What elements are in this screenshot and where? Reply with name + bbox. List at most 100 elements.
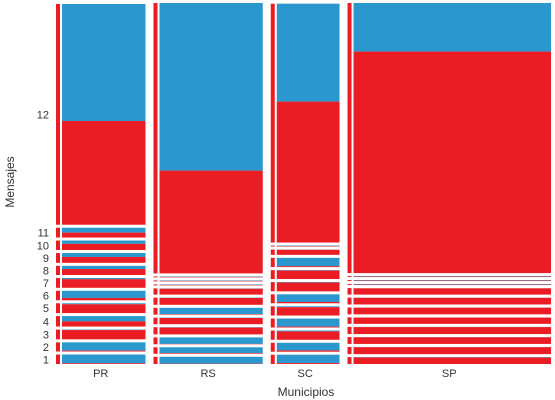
x-tick-label-RS: RS <box>200 368 215 380</box>
mosaic-strip-SP-1 <box>347 357 352 364</box>
mosaic-strip-RS-11 <box>153 276 158 278</box>
mosaic-strip-SP-7 <box>347 297 352 305</box>
mosaic-cell-RS-8-a <box>159 288 263 295</box>
mosaic-cell-PR-12-b <box>62 4 146 121</box>
mosaic-cell-SC-2-a <box>276 350 340 352</box>
mosaic-cell-PR-8-b <box>62 265 146 270</box>
x-tick-label-SP: SP <box>442 368 457 380</box>
mosaic-cell-SC-3-a <box>276 331 340 340</box>
mosaic-cell-PR-11-a <box>62 232 146 238</box>
y-tick-label-11: 11 <box>38 228 49 240</box>
mosaic-cell-SP-12-b <box>353 2 551 52</box>
mosaic-cell-SC-6-a <box>276 301 340 304</box>
mosaic-cell-SP-7-a <box>353 297 551 305</box>
mosaic-cell-RS-10-a <box>159 280 263 282</box>
mosaic-cell-RS-10-b <box>159 280 263 281</box>
y-tick-label-6: 6 <box>43 291 49 303</box>
mosaic-strip-PR-11 <box>56 227 60 238</box>
mosaic-strip-RS-9 <box>153 284 158 286</box>
mosaic-cell-PR-5-b <box>62 303 146 305</box>
mosaic-strip-SC-2 <box>270 342 275 352</box>
mosaic-strip-PR-12 <box>56 4 60 225</box>
mosaic-strip-RS-2 <box>153 347 158 354</box>
x-tick-labels: PR RS SC SP <box>93 368 457 380</box>
mosaic-cell-PR-7-a <box>62 279 146 288</box>
mosaic-strip-PR-9 <box>56 253 60 263</box>
mosaic-strip-RS-3 <box>153 337 158 345</box>
mosaic-strip-RS-5 <box>153 317 158 325</box>
mosaic-cell-RS-9-a <box>159 284 263 286</box>
mosaic-cell-PR-9-b <box>62 253 146 257</box>
mosaic-cell-RS-7-a <box>159 297 263 305</box>
mosaic-strip-PR-8 <box>56 265 60 275</box>
mosaic-cell-RS-9-b <box>159 284 263 285</box>
mosaic-cell-PR-1-b <box>62 354 146 364</box>
mosaic-cell-PR-6-a <box>62 297 146 301</box>
mosaic-cell-SC-12-b <box>276 3 340 102</box>
mosaic-cell-RS-12-b <box>159 2 263 171</box>
mosaic-strip-RS-6 <box>153 307 158 315</box>
mosaic-cell-PR-12-a <box>62 120 146 225</box>
mosaic-cell-PR-1-a <box>62 363 146 364</box>
mosaic-strip-SC-4 <box>270 318 275 328</box>
mosaic-cell-PR-2-a <box>62 350 146 352</box>
mosaic-strip-SC-8 <box>270 270 275 280</box>
mosaic-cell-SC-1-b <box>276 354 340 364</box>
mosaic-strip-SC-3 <box>270 330 275 340</box>
mosaic-strip-SC-5 <box>270 306 275 316</box>
mosaic-cell-RS-6-a <box>159 314 263 315</box>
mosaic-cell-SC-9-b <box>276 257 340 267</box>
mosaic-cell-SC-4-b <box>276 318 340 327</box>
mosaic-strip-RS-12 <box>153 2 158 274</box>
plot-area <box>56 2 551 364</box>
y-tick-label-1: 1 <box>43 354 49 366</box>
y-tick-label-10: 10 <box>37 240 49 252</box>
mosaic-cell-PR-4-b <box>62 316 146 322</box>
mosaic-strip-PR-1 <box>56 354 60 364</box>
mosaic-strip-SC-1 <box>270 354 275 364</box>
mosaic-cell-SC-1-a <box>276 363 340 364</box>
mosaic-strip-PR-7 <box>56 277 60 288</box>
mosaic-cell-SP-4-a <box>353 327 551 335</box>
mosaic-cell-SC-3-b <box>276 330 340 332</box>
mosaic-cell-SP-3-a <box>353 337 551 344</box>
mosaic-cell-SP-6-a <box>353 307 551 315</box>
mosaic-cell-RS-4-a <box>159 327 263 335</box>
mosaic-cell-SP-9-a <box>353 284 551 286</box>
mosaic-cell-SP-12-a <box>353 51 551 274</box>
y-tick-label-9: 9 <box>43 253 49 265</box>
mosaic-strip-SP-4 <box>347 326 352 335</box>
mosaic-cell-SC-6-b <box>276 294 340 302</box>
mosaic-strip-SC-12 <box>270 3 275 243</box>
mosaic-cell-SC-5-a <box>276 307 340 316</box>
y-tick-label-7: 7 <box>43 278 49 290</box>
mosaic-cell-RS-1-b <box>159 356 263 364</box>
mosaic-cell-SP-5-a <box>353 317 551 324</box>
y-tick-label-4: 4 <box>43 316 49 328</box>
mosaic-cell-SC-12-a <box>276 101 340 243</box>
y-tick-label-5: 5 <box>43 303 49 315</box>
mosaic-strip-PR-4 <box>56 316 60 327</box>
mosaic-cell-SC-7-a <box>276 282 340 292</box>
mosaic-strip-RS-10 <box>153 280 158 282</box>
mosaic-cell-SP-11-a <box>353 276 551 278</box>
y-axis-title: Mensajes <box>3 156 17 207</box>
mosaic-strip-RS-1 <box>153 356 158 364</box>
mosaic-strip-SC-10 <box>270 249 275 255</box>
x-tick-label-SC: SC <box>298 368 313 380</box>
mosaic-cell-SP-2-a <box>353 347 551 355</box>
mosaic-cell-PR-11-b <box>62 227 146 233</box>
mosaic-cell-RS-2-a <box>159 353 263 354</box>
mosaic-cell-SC-11-a <box>276 246 340 247</box>
mosaic-cell-SC-2-b <box>276 342 340 351</box>
mosaic-strip-RS-4 <box>153 327 158 335</box>
mosaic-cell-PR-3-a <box>62 330 146 340</box>
mosaic-strip-SP-9 <box>347 284 352 286</box>
mosaic-cell-PR-10-b <box>62 240 146 244</box>
y-tick-label-3: 3 <box>43 329 49 341</box>
mosaic-cell-SP-10-a <box>353 280 551 282</box>
mosaic-cell-PR-9-a <box>62 256 146 263</box>
mosaic-cell-SP-10-b <box>353 280 551 281</box>
mosaic-cell-RS-11-b <box>159 276 263 277</box>
